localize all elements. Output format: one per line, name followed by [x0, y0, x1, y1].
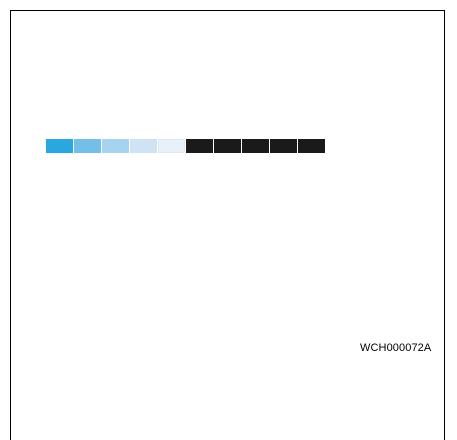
color-swatch [298, 139, 325, 153]
color-swatch [74, 139, 101, 153]
figure-code-label: WCH000072A [360, 342, 432, 354]
color-swatch [46, 139, 73, 153]
color-swatch [130, 139, 157, 153]
figure-frame [10, 10, 445, 440]
color-swatch-strip [46, 139, 326, 153]
color-swatch [186, 139, 213, 153]
color-swatch [242, 139, 269, 153]
color-swatch [102, 139, 129, 153]
color-swatch [270, 139, 297, 153]
color-swatch [214, 139, 241, 153]
color-swatch [158, 139, 185, 153]
